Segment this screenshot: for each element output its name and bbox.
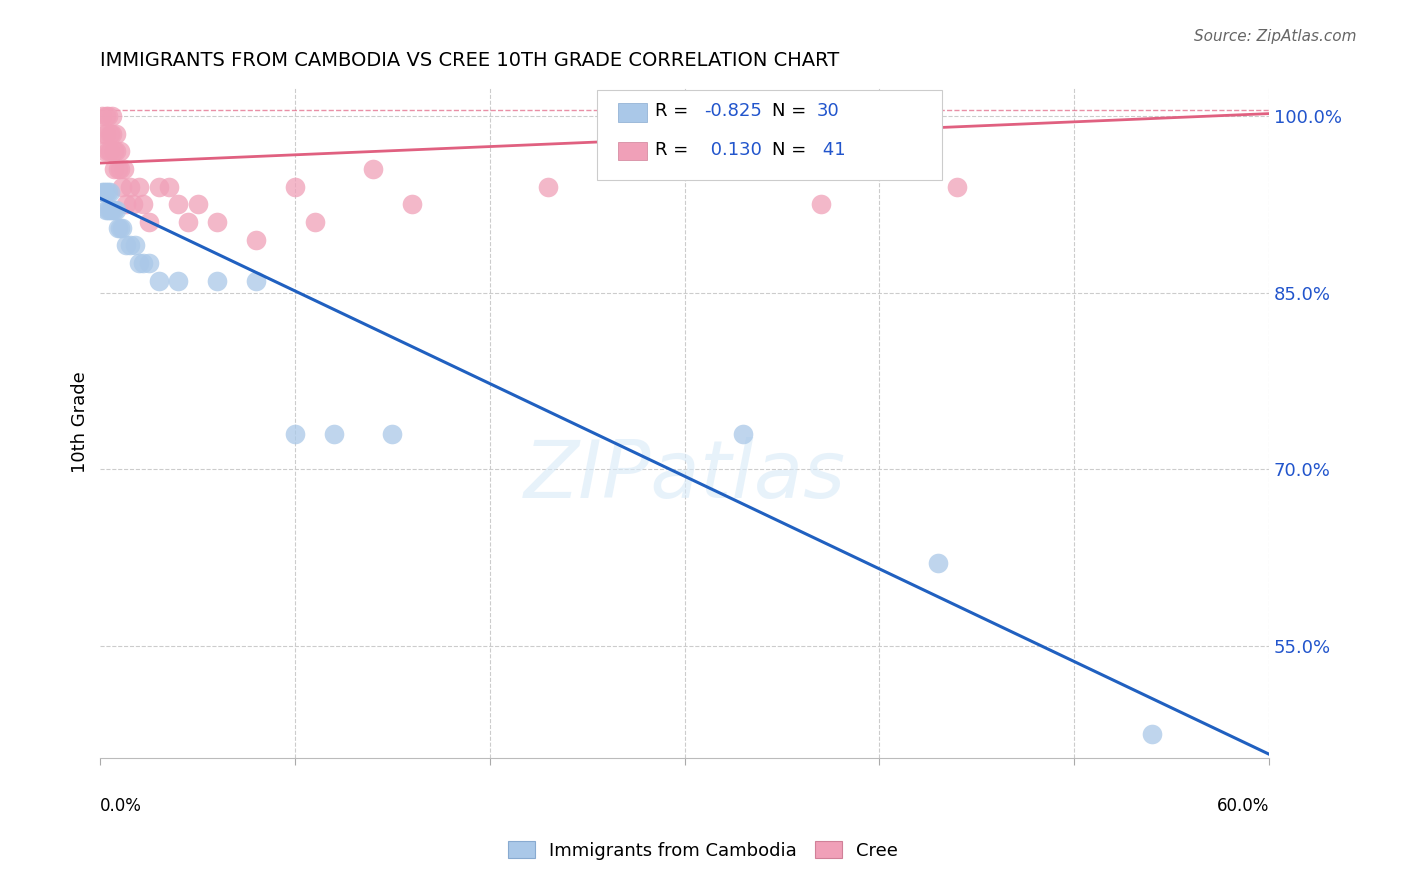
Point	[104, 203, 127, 218]
Point	[103, 145, 125, 159]
Point	[98, 145, 121, 159]
Text: Source: ZipAtlas.com: Source: ZipAtlas.com	[1194, 29, 1357, 44]
Text: 0.130: 0.130	[704, 141, 762, 160]
FancyBboxPatch shape	[598, 90, 942, 180]
Point	[731, 426, 754, 441]
Text: R =: R =	[655, 103, 695, 120]
Legend: Immigrants from Cambodia, Cree: Immigrants from Cambodia, Cree	[501, 834, 905, 867]
Text: IMMIGRANTS FROM CAMBODIA VS CREE 10TH GRADE CORRELATION CHART: IMMIGRANTS FROM CAMBODIA VS CREE 10TH GR…	[100, 51, 839, 70]
Point	[118, 238, 141, 252]
Text: -0.825: -0.825	[704, 103, 762, 120]
Point	[108, 145, 131, 159]
Point	[361, 161, 384, 176]
Point	[97, 203, 120, 218]
Text: ZIPatlas: ZIPatlas	[523, 437, 845, 515]
Point	[537, 179, 560, 194]
Text: N =: N =	[772, 141, 813, 160]
Text: R =: R =	[655, 141, 695, 160]
Point	[96, 186, 118, 200]
Point	[122, 197, 145, 211]
Point	[118, 179, 141, 194]
Point	[693, 161, 716, 176]
Text: N =: N =	[772, 103, 813, 120]
Point	[104, 127, 127, 141]
Point	[108, 220, 131, 235]
Point	[167, 274, 190, 288]
Point	[98, 127, 121, 141]
Point	[1140, 727, 1163, 741]
Point	[114, 197, 136, 211]
Text: 60.0%: 60.0%	[1216, 797, 1270, 814]
Point	[148, 274, 170, 288]
Point	[205, 274, 228, 288]
Point	[157, 179, 180, 194]
Text: 0.0%: 0.0%	[100, 797, 142, 814]
Point	[112, 161, 135, 176]
Point	[97, 109, 120, 123]
Point	[187, 197, 209, 211]
Point	[148, 179, 170, 194]
Point	[401, 197, 423, 211]
Point	[107, 220, 129, 235]
Text: 30: 30	[817, 103, 839, 120]
Point	[124, 238, 146, 252]
Point	[177, 215, 200, 229]
Point	[946, 179, 969, 194]
Text: 41: 41	[817, 141, 845, 160]
Point	[810, 197, 832, 211]
Point	[138, 256, 160, 270]
Point	[111, 179, 134, 194]
Point	[205, 215, 228, 229]
Point	[138, 215, 160, 229]
Point	[104, 145, 127, 159]
Point	[245, 274, 267, 288]
FancyBboxPatch shape	[619, 142, 647, 161]
Point	[93, 145, 115, 159]
Point	[96, 109, 118, 123]
Point	[93, 186, 115, 200]
Point	[132, 256, 155, 270]
Point	[107, 161, 129, 176]
Point	[101, 109, 124, 123]
Point	[101, 127, 124, 141]
Point	[323, 426, 346, 441]
Point	[284, 426, 307, 441]
Point	[103, 161, 125, 176]
Point	[96, 127, 118, 141]
Point	[128, 256, 150, 270]
Point	[167, 197, 190, 211]
Point	[108, 161, 131, 176]
Point	[114, 238, 136, 252]
Point	[128, 179, 150, 194]
Point	[101, 203, 124, 218]
Point	[91, 109, 114, 123]
Point	[381, 426, 404, 441]
Point	[111, 220, 134, 235]
Point	[98, 203, 121, 218]
Y-axis label: 10th Grade: 10th Grade	[72, 371, 89, 473]
Point	[93, 127, 115, 141]
Point	[284, 179, 307, 194]
Point	[132, 197, 155, 211]
Point	[97, 145, 120, 159]
Point	[97, 186, 120, 200]
Point	[96, 203, 118, 218]
Point	[927, 557, 949, 571]
Point	[304, 215, 326, 229]
Point	[103, 203, 125, 218]
Point	[245, 233, 267, 247]
FancyBboxPatch shape	[619, 103, 647, 122]
Point	[98, 186, 121, 200]
Point	[91, 186, 114, 200]
